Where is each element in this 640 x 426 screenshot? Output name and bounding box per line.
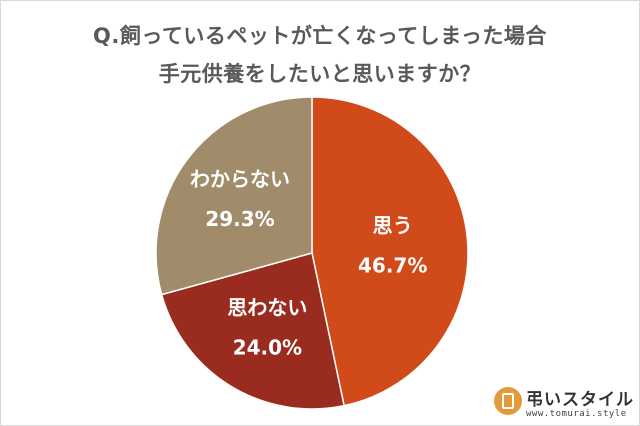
slice-value-label: 29.3% [205, 207, 274, 231]
slice-label: わからない [190, 167, 290, 191]
pie-slice [311, 96, 469, 407]
brand-logo: 弔いスタイル www.tomurai.style [494, 385, 640, 425]
logo-url: www.tomurai.style [526, 409, 627, 419]
slice-label: 思う [373, 214, 413, 238]
chart-title-line-2: 手元供養をしたいと思いますか？ [158, 62, 482, 86]
slice-value-label: 46.7% [358, 254, 427, 278]
pie-slice [160, 252, 346, 410]
chart-title-line-1: Q.飼っているペットが亡くなってしまった場合 [93, 24, 547, 48]
slice-label: 思わない [227, 295, 307, 319]
logo-mark-icon [494, 387, 522, 415]
logo-name: 弔いスタイル [526, 390, 634, 410]
slice-value-label: 24.0% [233, 335, 302, 359]
pie-slice [155, 96, 313, 296]
